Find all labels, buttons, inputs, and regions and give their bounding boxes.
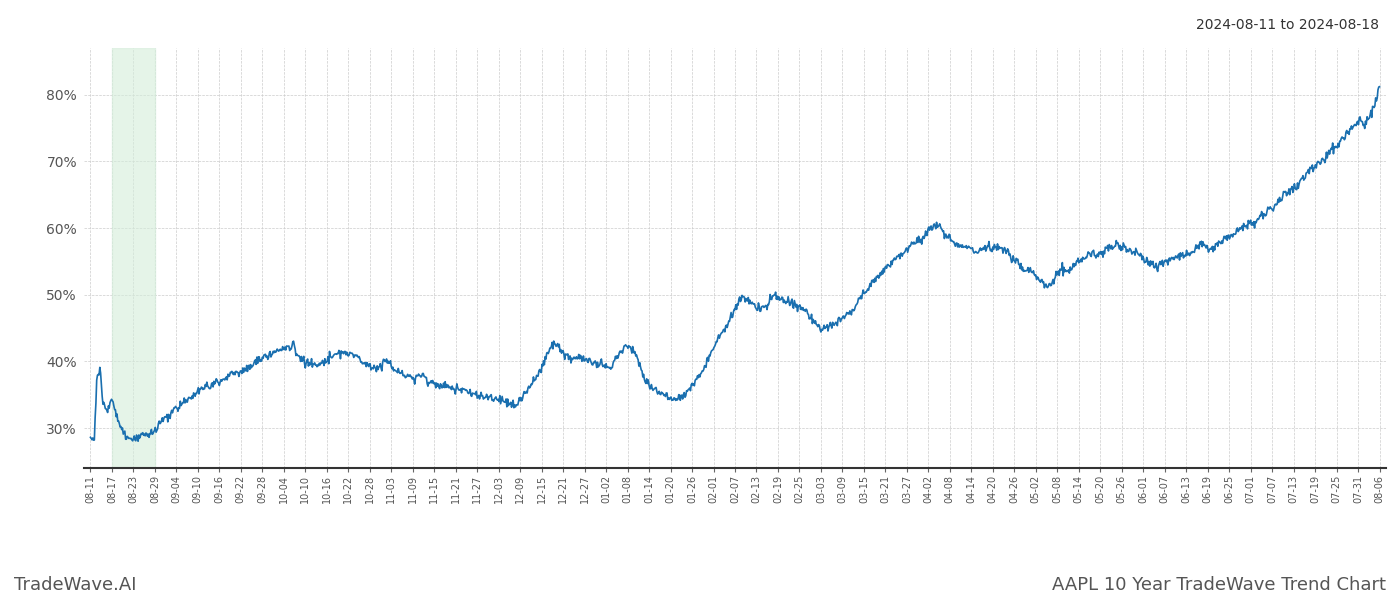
Bar — [112, 48, 155, 468]
Text: 2024-08-11 to 2024-08-18: 2024-08-11 to 2024-08-18 — [1196, 18, 1379, 32]
Text: AAPL 10 Year TradeWave Trend Chart: AAPL 10 Year TradeWave Trend Chart — [1051, 576, 1386, 594]
Text: TradeWave.AI: TradeWave.AI — [14, 576, 137, 594]
